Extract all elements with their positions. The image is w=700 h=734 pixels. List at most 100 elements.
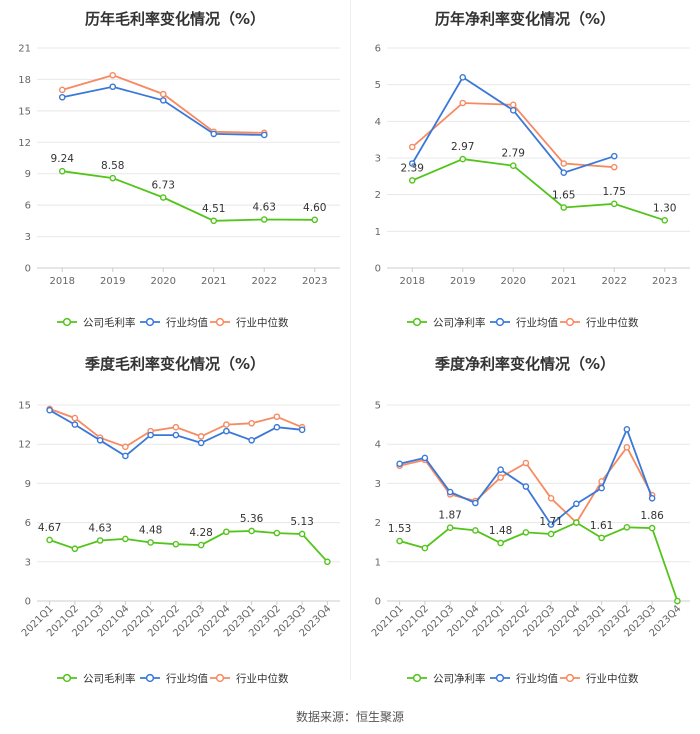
data-point-avg (273, 423, 281, 431)
data-label: 5.13 (290, 516, 313, 528)
data-point-avg (58, 93, 66, 101)
data-point-avg (396, 460, 403, 468)
y-tick-label: 1 (375, 557, 381, 568)
data-point-company (648, 524, 656, 532)
x-tick-label: 2022 (252, 276, 277, 287)
data-point-median (560, 160, 568, 167)
data-point-avg (248, 436, 255, 444)
y-tick-label: 9 (25, 169, 31, 180)
data-point-company (324, 558, 331, 566)
y-tick-label: 6 (25, 518, 31, 529)
y-tick-label: 4 (375, 117, 381, 128)
legend-marker-icon (495, 673, 505, 683)
y-tick-label: 4 (375, 440, 381, 451)
data-label: 6.73 (152, 179, 175, 191)
legend-label: 公司毛利率 (83, 672, 136, 685)
chart-svg: 季度净利率变化情况（%）0123452021Q12021Q22021Q32021… (370, 355, 690, 685)
data-label: 1.86 (640, 510, 664, 522)
y-tick-label: 12 (18, 440, 31, 451)
data-point-avg (298, 426, 306, 434)
data-point-avg (260, 131, 268, 139)
data-label: 4.63 (88, 523, 111, 535)
data-point-median (122, 443, 129, 451)
y-tick-label: 12 (18, 138, 31, 149)
legend-label: 行业均值 (516, 316, 558, 329)
data-label: 5.36 (240, 513, 264, 525)
data-point-avg (623, 426, 631, 433)
data-point-company (71, 545, 79, 553)
series-line-company (411, 158, 666, 222)
x-tick-label: 2019 (100, 276, 125, 287)
legend-marker-icon (412, 317, 422, 327)
chart-title: 季度净利率变化情况（%） (435, 355, 615, 373)
data-label: 2.97 (451, 141, 474, 153)
data-label: 9.24 (51, 153, 75, 165)
legend-item-avg: 行业均值 (490, 672, 558, 685)
data-point-company (547, 530, 555, 538)
data-point-company (298, 530, 306, 538)
y-tick-label: 18 (18, 75, 31, 86)
data-label: 2.79 (502, 148, 525, 160)
data-point-company (459, 155, 467, 163)
x-tick-label: 2018 (50, 276, 75, 287)
data-point-company (248, 527, 255, 535)
y-tick-label: 0 (375, 597, 381, 608)
data-point-median (610, 163, 618, 171)
data-label: 1.65 (552, 190, 575, 202)
data-label: 1.30 (653, 202, 676, 214)
legend-marker-icon (62, 673, 72, 683)
data-point-company (522, 529, 530, 536)
data-point-median (623, 444, 631, 451)
data-point-avg (610, 152, 618, 160)
x-tick-label: 2023 (302, 276, 327, 287)
legend-item-avg: 行业均值 (490, 316, 558, 329)
data-point-avg (109, 83, 117, 91)
legend-label: 行业均值 (166, 316, 208, 329)
legend-item-company: 公司净利率 (407, 672, 486, 685)
data-point-median (248, 419, 255, 427)
legend-marker-icon (412, 673, 422, 683)
data-source-note: 数据来源：恒生聚源 (295, 710, 404, 724)
data-point-avg (46, 406, 53, 414)
legend-item-company: 公司净利率 (407, 316, 486, 329)
y-tick-label: 1 (375, 227, 381, 238)
x-tick-label: 2018 (400, 276, 425, 287)
data-label: 1.75 (603, 186, 626, 198)
data-point-company (172, 540, 180, 548)
data-point-company (674, 597, 681, 605)
x-tick-label: 2020 (151, 276, 176, 287)
data-label: 4.51 (202, 203, 225, 215)
x-tick-label: 2023 (652, 276, 677, 287)
legend-item-median: 行业中位数 (210, 672, 289, 685)
y-tick-label: 3 (375, 479, 381, 490)
legend-marker-icon (215, 317, 225, 327)
x-tick-label: 2021 (201, 276, 226, 287)
y-tick-label: 0 (25, 597, 31, 608)
legend-label: 行业均值 (166, 672, 208, 685)
data-label: 1.87 (438, 510, 461, 522)
y-tick-label: 6 (375, 44, 381, 55)
data-point-company (472, 527, 479, 534)
legend-marker-icon (62, 317, 72, 327)
data-point-median (172, 423, 180, 431)
data-point-avg (71, 421, 79, 428)
data-point-company (197, 541, 205, 549)
data-point-median (547, 494, 555, 502)
data-point-avg (598, 484, 605, 492)
x-tick-label: 2020 (501, 276, 526, 287)
data-point-company (159, 194, 167, 201)
y-tick-label: 15 (18, 401, 31, 412)
chart-quarterly-net-margin: 季度净利率变化情况（%） 0 1 2 3 4 5 2021Q1 2021Q2 2021Q3 2021… (350, 345, 700, 690)
data-label: 4.67 (38, 522, 61, 534)
data-point-company (509, 162, 517, 169)
data-point-company (408, 177, 416, 184)
y-tick-label: 5 (375, 401, 381, 412)
data-point-avg (159, 97, 167, 104)
y-tick-label: 3 (25, 557, 31, 568)
x-tick-label: 2022 (602, 276, 627, 287)
data-point-median (159, 90, 167, 98)
data-point-avg (122, 452, 129, 460)
data-label: 1.71 (539, 516, 562, 528)
data-label: 4.48 (139, 524, 162, 536)
data-point-company (661, 217, 669, 224)
